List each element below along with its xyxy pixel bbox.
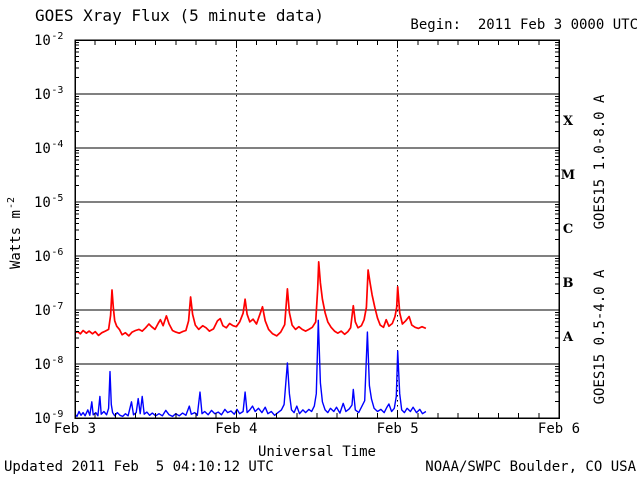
- legend-long-band-label: GOES15 1.0-8.0 A: [592, 94, 608, 229]
- y-tick-exponent: -3: [51, 85, 63, 96]
- y-tick-exponent: -4: [51, 139, 63, 150]
- y-tick-base: 10: [34, 303, 51, 319]
- y-axis-title: Watts m-2: [6, 197, 24, 269]
- begin-time-label: Begin: 2011 Feb 3 0000 UTC: [410, 17, 638, 33]
- y-tick-base: 10: [34, 87, 51, 103]
- y-tick-label: 10-7: [34, 301, 63, 319]
- y-tick-exponent: -6: [51, 247, 63, 258]
- y-tick-exponent: -5: [51, 193, 63, 204]
- y-tick-base: 10: [34, 33, 51, 49]
- x-tick-label: Feb 3: [54, 421, 96, 437]
- y-tick-exponent: -8: [51, 355, 63, 366]
- long-band-flux-line: [74, 261, 427, 337]
- y-tick-labels-group: 10-210-310-410-510-610-710-810-9: [34, 31, 63, 427]
- flare-class-letter: X: [563, 114, 574, 129]
- flare-class-letter: C: [563, 222, 573, 237]
- y-tick-exponent: -9: [51, 409, 63, 420]
- x-tick-label: Feb 5: [377, 421, 419, 437]
- y-tick-label: 10-3: [34, 85, 63, 103]
- x-tick-label: Feb 4: [215, 421, 257, 437]
- flare-class-letters-group: X M C B A: [561, 114, 575, 345]
- y-tick-label: 10-2: [34, 31, 63, 49]
- y-tick-exponent: -2: [51, 31, 63, 42]
- updated-timestamp: Updated 2011 Feb 5 04:10:12 UTC: [4, 459, 274, 475]
- y-tick-base: 10: [34, 195, 51, 211]
- flare-class-letter: B: [563, 276, 574, 291]
- short-band-flux-line: [74, 319, 427, 418]
- y-tick-exponent: -7: [51, 301, 63, 312]
- y-tick-label: 10-4: [34, 139, 63, 157]
- y-tick-label: 10-6: [34, 247, 63, 265]
- y-tick-label: 10-8: [34, 355, 63, 373]
- y-tick-label: 10-5: [34, 193, 63, 211]
- y-tick-base: 10: [34, 141, 51, 157]
- y-tick-label: 10-9: [34, 409, 63, 427]
- agency-credit: NOAA/SWPC Boulder, CO USA: [425, 459, 636, 475]
- y-tick-base: 10: [34, 411, 51, 427]
- y-tick-base: 10: [34, 249, 51, 265]
- x-tick-labels-group: Feb 3 Feb 4 Feb 5 Feb 6: [54, 421, 580, 437]
- y-axis-title-exponent: -2: [6, 197, 17, 209]
- frame-and-ticks-group: [74, 39, 560, 419]
- flare-class-letter: A: [562, 330, 574, 345]
- flare-class-letter: M: [561, 168, 575, 183]
- y-axis-title-base: Watts m: [8, 210, 24, 269]
- legend-short-band-label: GOES15 0.5-4.0 A: [592, 269, 608, 404]
- series-group: [74, 261, 427, 418]
- x-tick-label: Feb 6: [538, 421, 580, 437]
- chart-title: GOES Xray Flux (5 minute data): [35, 6, 324, 25]
- x-axis-title: Universal Time: [258, 444, 376, 460]
- y-tick-base: 10: [34, 357, 51, 373]
